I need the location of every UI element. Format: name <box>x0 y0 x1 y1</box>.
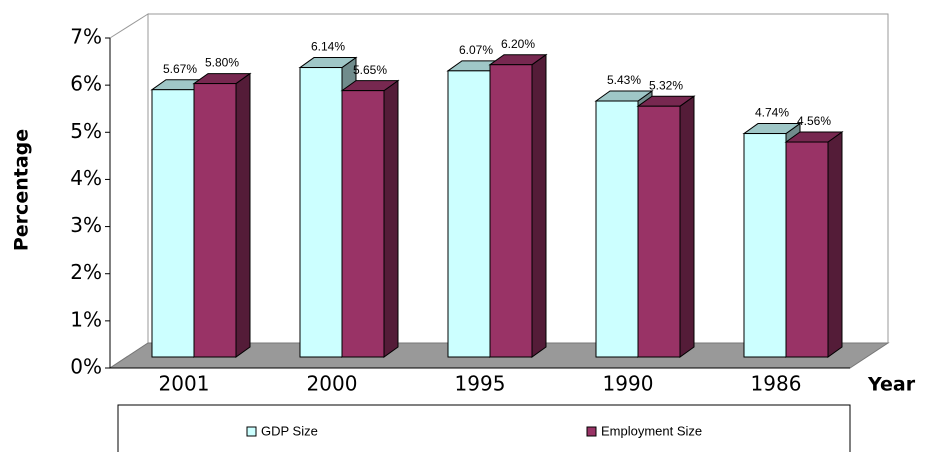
bar <box>341 90 385 358</box>
y-tick-label: 2% <box>70 260 102 284</box>
y-axis-title: Percentage <box>11 129 33 251</box>
value-label: 4.56% <box>797 114 831 128</box>
x-tick-label: 1986 <box>751 372 802 396</box>
y-tick-label: 7% <box>70 25 102 49</box>
y-tick-label: 1% <box>70 307 102 331</box>
bar <box>299 67 343 358</box>
x-tick-label: 2000 <box>307 372 358 396</box>
bar <box>447 70 491 358</box>
y-tick-label: 3% <box>70 213 102 237</box>
y-tick-label: 4% <box>70 166 102 190</box>
x-axis-title: Year <box>867 374 916 396</box>
side-wall <box>109 13 149 369</box>
x-tick-label: 1990 <box>603 372 654 396</box>
bar-side <box>383 79 399 358</box>
x-tick-label: 1995 <box>455 372 506 396</box>
bar <box>743 133 787 358</box>
value-label: 6.14% <box>311 40 345 54</box>
bar <box>785 141 829 358</box>
value-label: 5.43% <box>607 73 641 87</box>
value-label: 4.74% <box>755 106 789 120</box>
bar <box>151 89 195 358</box>
bar <box>637 105 681 358</box>
legend <box>117 404 851 452</box>
value-label: 5.65% <box>353 63 387 77</box>
bar-side <box>679 95 695 358</box>
y-tick-label: 6% <box>70 72 102 96</box>
legend-label: GDP Size <box>261 423 318 438</box>
bar <box>489 64 533 358</box>
bar-side <box>235 72 251 358</box>
legend-swatch <box>586 426 597 437</box>
y-tick-label: 5% <box>70 119 102 143</box>
value-label: 5.67% <box>163 62 197 76</box>
x-tick-label: 2001 <box>159 372 210 396</box>
value-label: 5.80% <box>205 56 239 70</box>
value-label: 5.32% <box>649 78 683 92</box>
bar <box>595 100 639 358</box>
value-label: 6.07% <box>459 43 493 57</box>
bar-side <box>531 53 547 358</box>
bar <box>193 83 237 358</box>
y-tick-label: 0% <box>70 355 102 379</box>
value-label: 6.20% <box>501 37 535 51</box>
legend-label: Employment Size <box>601 423 702 438</box>
legend-swatch <box>246 426 257 437</box>
bar-side <box>827 131 843 358</box>
